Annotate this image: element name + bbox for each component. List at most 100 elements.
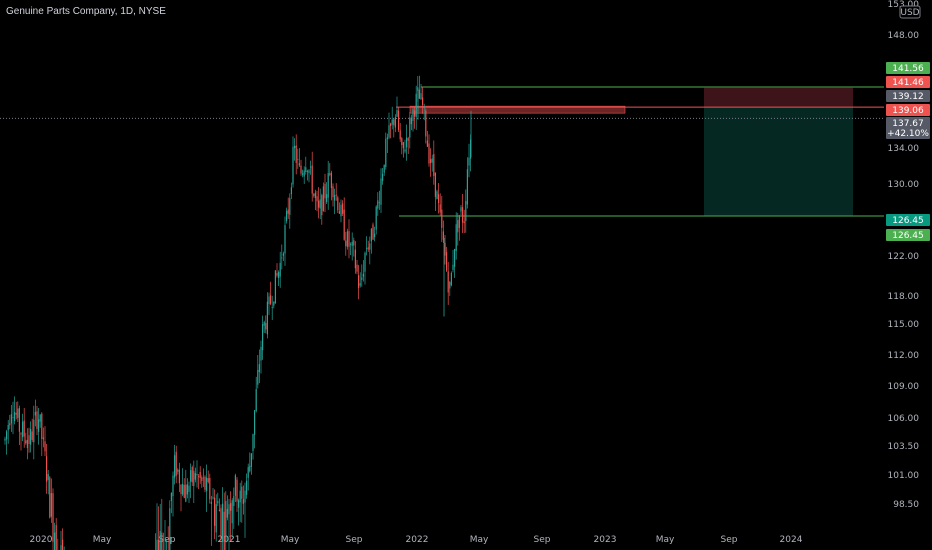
y-axis-label: 98.50 [893, 500, 919, 510]
y-axis-label: 118.00 [888, 292, 920, 302]
candle-body [425, 110, 427, 137]
candle-body [404, 149, 406, 152]
price-tag [886, 214, 930, 226]
candle-body [438, 194, 440, 204]
candle-body [287, 209, 289, 214]
candle-body [294, 145, 296, 149]
price-tag-label: 126.45 [892, 231, 924, 241]
candle-body [310, 166, 312, 168]
y-axis-label: 115.00 [888, 320, 920, 330]
candle-body [249, 465, 251, 472]
candle-body [446, 252, 448, 271]
candle-body [30, 429, 32, 445]
candle-body [345, 240, 347, 247]
candle-body [356, 264, 358, 272]
y-axis-label: 103.50 [888, 442, 920, 452]
candle-body [414, 110, 416, 117]
candle-body [212, 497, 214, 499]
candle-body [297, 159, 299, 160]
x-axis-label: May [656, 535, 675, 545]
candle-body [409, 117, 411, 138]
candle-body [222, 503, 224, 542]
candle-body [311, 165, 313, 194]
candle-body [233, 496, 235, 506]
candle-body [377, 200, 379, 209]
candle-body [417, 87, 419, 91]
candle-body [34, 411, 36, 416]
currency-badge [899, 5, 921, 19]
candle-body [172, 475, 174, 497]
candle-body [46, 456, 48, 482]
candle-body [393, 119, 395, 126]
chart-title: Genuine Parts Company, 1D, NYSE [6, 6, 166, 17]
candle-body [20, 433, 22, 435]
candle-body [39, 414, 41, 422]
candle-body [218, 509, 220, 512]
candle-body [329, 173, 331, 175]
candle-body [439, 204, 441, 213]
candle-body [340, 204, 342, 217]
candle-body [44, 441, 46, 452]
candle-body [382, 173, 384, 181]
candle-body [465, 201, 467, 222]
price-tag [886, 117, 930, 139]
candle-body [257, 370, 259, 385]
candle-body [319, 199, 321, 209]
candle-body [278, 271, 280, 278]
candle-body [346, 231, 348, 247]
candle-body [14, 412, 16, 422]
candle-body [194, 473, 196, 480]
candle-body [62, 539, 64, 550]
candle-body [258, 364, 260, 372]
candle-body [386, 137, 388, 139]
candle-body [454, 248, 456, 267]
candle-body [334, 195, 336, 201]
candle-body [33, 419, 35, 443]
candle-body [42, 437, 44, 440]
candle-body [262, 324, 264, 351]
candle-body [353, 240, 355, 246]
candle-body [214, 497, 216, 526]
x-axis-label: 2022 [406, 535, 429, 545]
candle-body [305, 167, 307, 172]
candle-body [284, 225, 286, 254]
candle-body [255, 389, 257, 412]
price-tag-label: 141.56 [892, 64, 924, 74]
candle-body [396, 110, 398, 117]
candle-body [49, 477, 51, 518]
candle-body [254, 410, 256, 435]
candle-body [308, 170, 310, 174]
candle-body [209, 478, 211, 500]
price-tag-label: 126.45 [892, 216, 924, 226]
candle-body [369, 243, 371, 250]
y-axis-label: 148.00 [888, 31, 920, 41]
candle-body [50, 493, 52, 517]
candle-body [335, 194, 337, 196]
candle-body [15, 412, 17, 415]
candle-body [55, 525, 57, 550]
candle-body [306, 171, 308, 172]
candle-body [282, 253, 284, 256]
candle-body [378, 202, 380, 204]
candle-body [215, 504, 217, 533]
candle-body [60, 545, 62, 550]
candle-body [156, 539, 158, 550]
candle-body [313, 193, 315, 196]
candle-body [54, 532, 56, 550]
candle-body [342, 203, 344, 214]
candle-body [31, 431, 33, 440]
price-tag-label: 139.06 [892, 106, 924, 116]
candle-body [241, 486, 243, 499]
candle-body [4, 438, 6, 441]
candle-body [449, 281, 451, 289]
candle-body [239, 490, 241, 503]
y-axis-label: 134.00 [888, 144, 920, 154]
candle-body [7, 424, 9, 431]
candle-body [314, 192, 316, 199]
candle-body [362, 273, 364, 277]
candle-body [447, 271, 449, 293]
candle-body [230, 503, 232, 511]
candle-body [234, 475, 236, 496]
y-axis-label: 153.00 [888, 0, 920, 10]
